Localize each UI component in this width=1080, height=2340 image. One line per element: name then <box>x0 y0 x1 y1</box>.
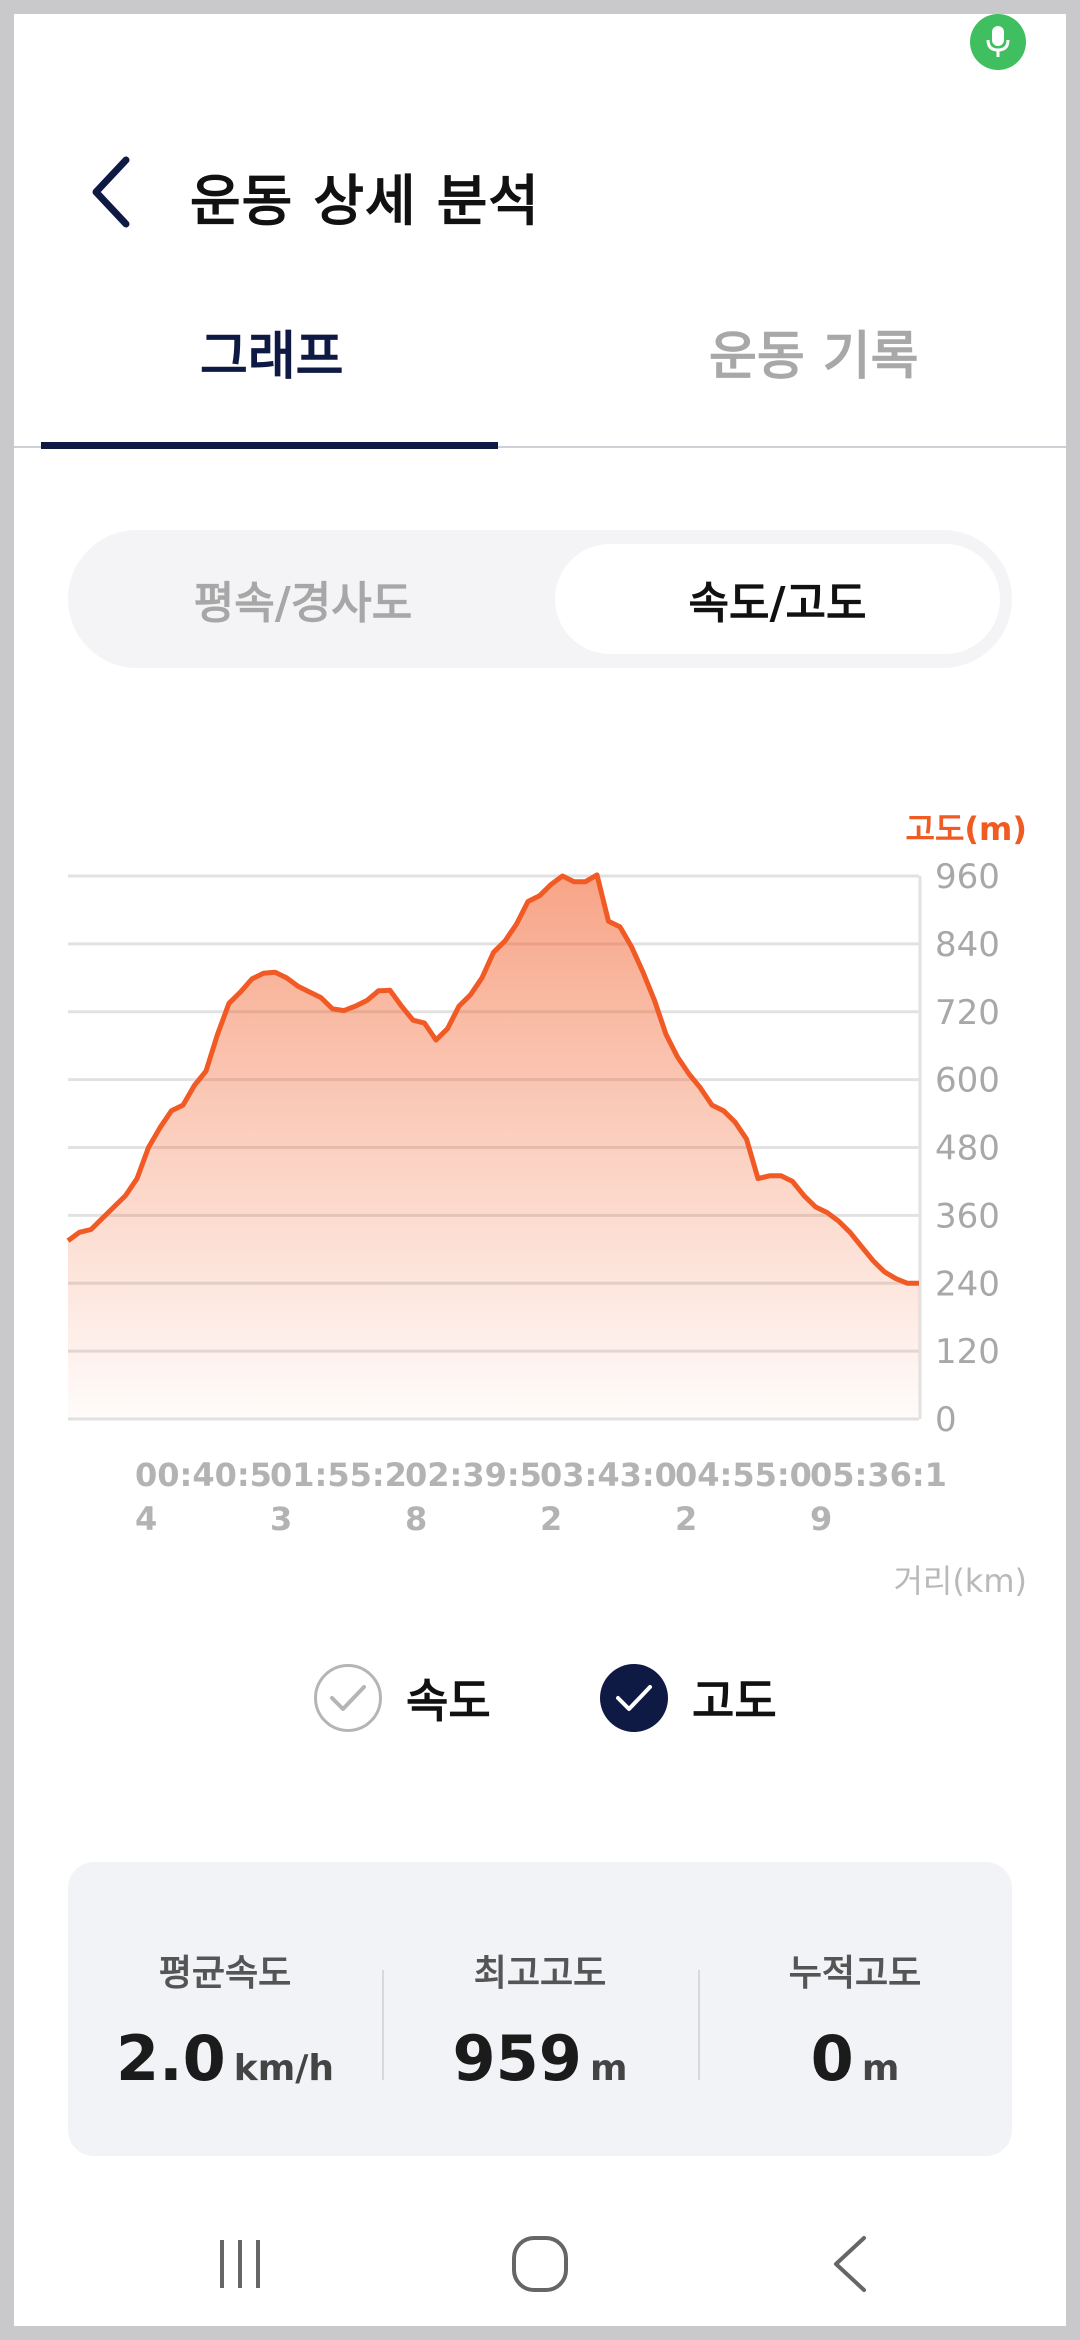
x-tick-label: 03:43:0 2 <box>540 1456 677 1538</box>
y-tick-label: 480 <box>935 1129 1000 1169</box>
legend-speed[interactable]: 속도 <box>314 1664 491 1732</box>
x-tick-label: 02:39:5 8 <box>405 1456 542 1538</box>
checkbox-unchecked-icon[interactable] <box>314 1664 382 1732</box>
stat-label: 최고고도 <box>473 1953 607 1994</box>
stat-max-altitude: 최고고도 959 m <box>383 1862 697 2156</box>
chevron-left-icon <box>92 156 130 228</box>
back-button[interactable] <box>80 152 140 232</box>
stat-value: 959 <box>452 2022 582 2095</box>
segmented-control: 평속/경사도 속도/고도 <box>68 530 1012 668</box>
y-tick-label: 120 <box>935 1332 1000 1372</box>
nav-back-button[interactable] <box>790 2214 910 2314</box>
y-tick-label: 840 <box>935 925 1000 965</box>
stat-divider <box>698 1970 700 2080</box>
tab-graph[interactable]: 그래프 <box>200 327 344 387</box>
app-screen: 운동 상세 분석 그래프 운동 기록 평속/경사도 속도/고도 고도(m) 96… <box>14 14 1066 2326</box>
legend-altitude[interactable]: 고도 <box>600 1664 777 1732</box>
tab-divider <box>14 446 1066 448</box>
stat-value: 2.0 <box>115 2022 226 2095</box>
y-tick-label: 720 <box>935 993 1000 1033</box>
legend-altitude-label: 고도 <box>692 1674 777 1728</box>
nav-recents-button[interactable] <box>180 2214 300 2314</box>
y-tick-label: 600 <box>935 1061 1000 1101</box>
x-axis-label: 거리(km) <box>893 1562 1027 1600</box>
y-tick-label: 0 <box>935 1400 957 1440</box>
legend-speed-label: 속도 <box>406 1674 491 1728</box>
y-tick-label: 960 <box>935 857 1000 897</box>
x-tick-label: 05:36:1 9 <box>810 1456 947 1538</box>
tab-exercise-record[interactable]: 운동 기록 <box>709 327 919 387</box>
stat-avg-speed: 평균속도 2.0 km/h <box>68 1862 382 2156</box>
tab-active-indicator <box>41 442 498 449</box>
altitude-area <box>68 874 919 1419</box>
nav-home-button[interactable] <box>480 2214 600 2314</box>
chart-svg: 960 840 720 600 480 360 240 120 0 00:40:5 401:55:2… <box>66 857 1000 1538</box>
stat-label: 누적고도 <box>788 1953 922 1994</box>
back-icon <box>834 2236 866 2292</box>
stat-divider <box>382 1970 384 2080</box>
stat-unit: km/h <box>233 2048 335 2089</box>
altitude-line <box>66 872 919 1286</box>
y-tick-label: 360 <box>935 1196 1000 1236</box>
x-tick-label: 00:40:5 4 <box>135 1456 272 1538</box>
segment-speed-altitude[interactable]: 속도/고도 <box>555 544 1000 654</box>
stat-value: 0 <box>810 2022 854 2095</box>
checkbox-checked-icon[interactable] <box>600 1664 668 1732</box>
stat-cumulative-altitude: 누적고도 0 m <box>698 1862 1012 2156</box>
y-axis-label: 고도(m) <box>905 810 1027 848</box>
stats-card: 평균속도 2.0 km/h 최고고도 959 m 누적고도 0 m <box>68 1862 1012 2156</box>
recents-icon <box>220 2240 260 2288</box>
altitude-chart: 고도(m) 960 840 720 600 480 360 240 120 0 00:40:5 4 0… <box>14 774 1066 1634</box>
x-tick-label: 01:55:2 3 <box>270 1456 407 1538</box>
page-title: 운동 상세 분석 <box>190 169 540 233</box>
stat-label: 평균속도 <box>158 1953 292 1994</box>
y-tick-label: 240 <box>935 1264 1000 1304</box>
x-tick-label: 04:55:0 2 <box>675 1456 812 1538</box>
mic-icon <box>970 14 1026 70</box>
stat-unit: m <box>589 2048 628 2089</box>
stat-unit: m <box>861 2048 900 2089</box>
home-icon <box>512 2236 568 2292</box>
segment-pace-slope[interactable]: 평속/경사도 <box>193 578 413 629</box>
